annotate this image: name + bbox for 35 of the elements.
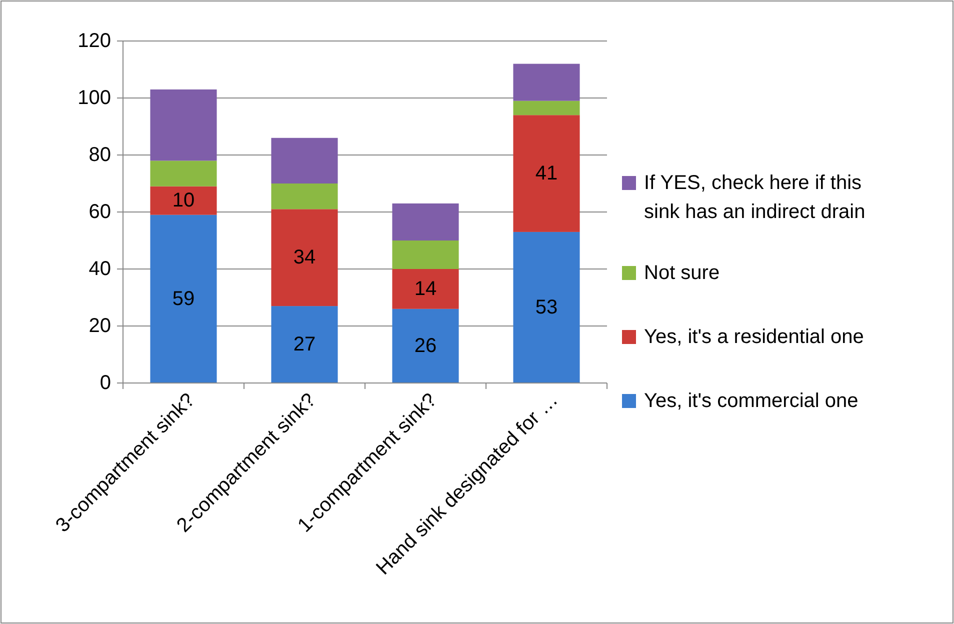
bar	[513, 232, 580, 383]
y-tick-label: 80	[88, 144, 111, 166]
bar	[513, 100, 580, 116]
bar	[150, 89, 217, 161]
data-label: 41	[535, 162, 558, 185]
y-tick-label: 60	[88, 201, 111, 223]
bar	[150, 214, 217, 383]
data-label: 10	[172, 190, 195, 212]
bar	[513, 115, 580, 232]
data-label: 59	[172, 288, 195, 310]
bar	[392, 240, 459, 269]
legend-label: If YES, check here if this sink has an indirect drain	[644, 172, 866, 223]
data-label: 26	[414, 334, 437, 357]
bar	[150, 186, 217, 215]
data-label: 53	[535, 296, 558, 318]
bar	[271, 209, 338, 306]
bar	[392, 269, 459, 309]
legend-label: Not sure	[644, 262, 720, 284]
bar	[271, 306, 338, 383]
y-tick-label: 40	[88, 258, 111, 280]
bar	[271, 138, 338, 184]
bar	[392, 308, 459, 383]
y-tick-label: 20	[88, 315, 111, 337]
bar	[513, 64, 580, 101]
data-label: 14	[414, 278, 437, 300]
legend-label: Yes, it's commercial one	[644, 390, 858, 412]
data-label: 27	[293, 334, 316, 356]
y-tick-label: 100	[78, 87, 111, 109]
bar	[150, 160, 217, 186]
legend-label: Yes, it's a residential one	[644, 326, 864, 348]
data-label: 34	[293, 246, 316, 269]
y-tick-label: 120	[78, 30, 111, 52]
bar	[271, 184, 338, 210]
bar	[392, 203, 459, 240]
y-tick-label: 0	[100, 372, 111, 394]
